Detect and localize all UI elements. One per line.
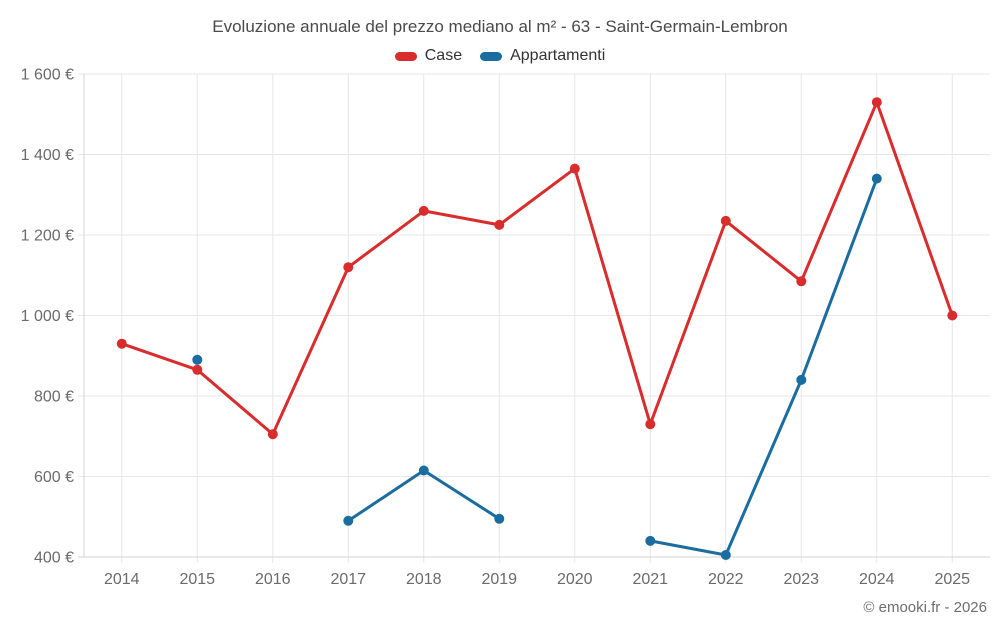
data-point-case-2025[interactable]	[947, 310, 958, 321]
data-point-case-2018[interactable]	[418, 205, 429, 216]
legend-item-appartamenti[interactable]: Appartamenti	[480, 47, 605, 65]
x-axis-label: 2024	[859, 571, 895, 588]
x-axis-label: 2025	[934, 571, 970, 588]
data-point-appartamenti-2017[interactable]	[343, 515, 354, 526]
data-point-case-2021[interactable]	[645, 419, 656, 430]
x-axis-label: 2016	[255, 571, 291, 588]
legend-label-case: Case	[424, 47, 463, 64]
y-axis-label: 1 200 €	[21, 228, 74, 245]
y-axis-label: 1 600 €	[21, 67, 74, 84]
case-series-line	[120, 100, 954, 436]
x-axis-label: 2019	[481, 571, 517, 588]
data-point-case-2024[interactable]	[871, 97, 882, 108]
x-axis-label: 2014	[104, 571, 140, 588]
data-point-appartamenti-2018[interactable]	[418, 465, 429, 476]
data-point-case-2022[interactable]	[720, 215, 731, 226]
legend-item-case[interactable]: Case	[394, 47, 463, 65]
x-axis-label: 2022	[708, 571, 744, 588]
data-point-appartamenti-2023[interactable]	[796, 374, 807, 385]
data-point-appartamenti-2022[interactable]	[720, 550, 731, 560]
data-point-case-2017[interactable]	[343, 262, 354, 273]
data-point-appartamenti-2021[interactable]	[645, 535, 656, 546]
legend: Case Appartamenti	[0, 47, 1000, 65]
y-axis-label: 400 €	[34, 550, 74, 567]
x-axis-label: 2015	[179, 571, 215, 588]
copyright: © emooki.fr - 2026	[863, 599, 987, 616]
appartamenti-series-swatch-icon	[480, 51, 503, 61]
y-axis-label: 1 000 €	[21, 308, 74, 325]
legend-label-appartamenti: Appartamenti	[510, 47, 606, 64]
data-point-appartamenti-2015[interactable]	[192, 354, 203, 365]
x-axis-label: 2023	[783, 571, 819, 588]
x-axis-label: 2017	[330, 571, 366, 588]
data-point-case-2019[interactable]	[494, 219, 505, 230]
y-axis-label: 800 €	[34, 389, 74, 406]
data-point-case-2016[interactable]	[267, 429, 278, 440]
data-point-appartamenti-2019[interactable]	[494, 513, 505, 524]
x-axis-label: 2021	[632, 571, 668, 588]
data-point-appartamenti-2024[interactable]	[871, 173, 882, 184]
chart-title: Evoluzione annuale del prezzo mediano al…	[212, 17, 788, 36]
x-axis-label: 2018	[406, 571, 442, 588]
y-axis-label: 600 €	[34, 469, 74, 486]
case-series-swatch-icon	[394, 51, 417, 61]
y-axis-label: 1 400 €	[21, 147, 74, 164]
data-point-case-2020[interactable]	[569, 163, 580, 174]
data-point-case-2023[interactable]	[796, 276, 807, 287]
data-point-case-2014[interactable]	[116, 338, 127, 349]
data-point-case-2015[interactable]	[192, 364, 203, 375]
x-axis-label: 2020	[557, 571, 593, 588]
